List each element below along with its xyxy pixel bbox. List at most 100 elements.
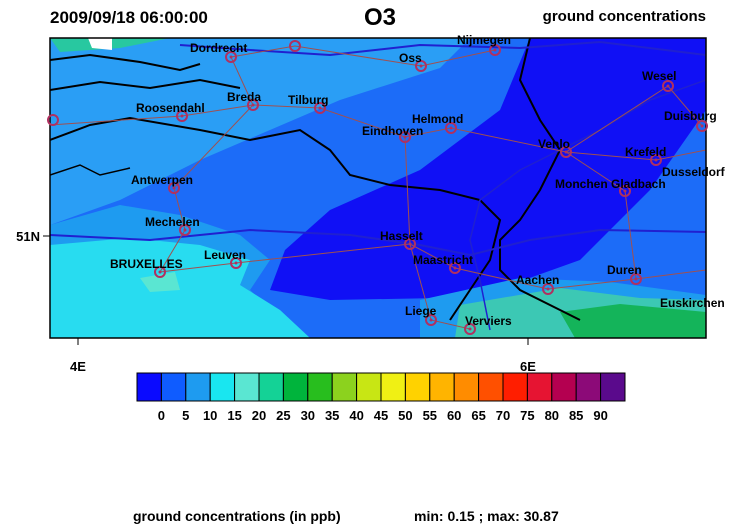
city-label: Hasselt xyxy=(380,229,423,243)
city-label: Helmond xyxy=(412,112,463,126)
subtitle: ground concentrations xyxy=(543,8,706,25)
city-marker xyxy=(225,51,237,63)
colorbar-label: 5 xyxy=(182,408,189,423)
city-label: Antwerpen xyxy=(131,173,193,187)
city-marker xyxy=(404,238,416,250)
city-dot xyxy=(180,114,184,118)
colorbar-label: 45 xyxy=(374,408,388,423)
city-dot xyxy=(493,48,497,52)
colorbar-label: 85 xyxy=(569,408,583,423)
city-marker xyxy=(489,44,501,56)
city-dot xyxy=(158,270,162,274)
city-dot xyxy=(700,124,704,128)
colorbar-swatch xyxy=(526,372,553,402)
city-dot xyxy=(546,287,550,291)
colorbar-label: 10 xyxy=(203,408,217,423)
city-label: Wesel xyxy=(642,69,676,83)
colorbar-swatch xyxy=(282,372,309,402)
colorbar-label: 0 xyxy=(158,408,165,423)
colorbar-swatch xyxy=(453,372,480,402)
city-label: Venlo xyxy=(538,137,570,151)
city-marker xyxy=(662,80,674,92)
city-dot xyxy=(468,327,472,331)
city-dot xyxy=(564,150,568,154)
colorbar-swatch xyxy=(502,372,528,402)
colorbar-swatch xyxy=(307,372,333,402)
colorbar-label: 50 xyxy=(398,408,412,423)
title: O3 xyxy=(364,4,396,31)
colorbar-label: 75 xyxy=(520,408,534,423)
city-marker xyxy=(650,154,662,166)
city-dot xyxy=(172,186,176,190)
city-marker xyxy=(560,146,572,158)
colorbar-label: 90 xyxy=(593,408,607,423)
city-label: Aachen xyxy=(516,273,559,287)
city-marker xyxy=(415,60,427,72)
cities: Dordrecht Nijmegen Oss Wesel Roosendahl Breda… xyxy=(47,33,726,335)
city-marker xyxy=(289,40,301,52)
colorbar-label: 55 xyxy=(423,408,437,423)
city-label: Liege xyxy=(405,304,437,318)
colorbar-swatch xyxy=(136,372,162,402)
colorbar-swatch xyxy=(551,372,577,402)
city-dot xyxy=(318,106,322,110)
x-label: 4E xyxy=(70,359,86,374)
city-marker xyxy=(445,122,457,134)
city-label: Monchen Gladbach xyxy=(555,177,666,191)
city-label: Duisburg xyxy=(664,109,717,123)
map-frame xyxy=(49,37,707,339)
footer-units: ground concentrations (in ppb) xyxy=(133,508,341,524)
city-dot xyxy=(251,103,255,107)
city-label: Oss xyxy=(399,51,422,65)
city-dot xyxy=(229,55,233,59)
colorbar-swatch xyxy=(160,372,187,402)
city-dot xyxy=(183,228,187,232)
colorbar-swatch xyxy=(380,372,406,402)
city-marker xyxy=(314,102,326,114)
city-dot xyxy=(654,158,658,162)
city-label: Verviers xyxy=(465,314,512,328)
colorbar-swatch xyxy=(356,372,382,402)
colorbar-swatch xyxy=(478,372,504,402)
colorbar-label: 60 xyxy=(447,408,461,423)
city-marker xyxy=(464,323,476,335)
city-label: BRUXELLES xyxy=(110,257,183,271)
city-marker xyxy=(399,131,411,143)
date: 2009/09/18 06:00:00 xyxy=(50,8,208,27)
city-dot xyxy=(419,64,423,68)
colorbar-swatch xyxy=(331,372,358,402)
colorbar-swatch xyxy=(600,372,626,402)
colorbar-swatch xyxy=(429,372,455,402)
city-dot xyxy=(403,135,407,139)
city-label: Dordrecht xyxy=(190,41,247,55)
colorbar-swatch xyxy=(234,372,260,402)
colorbar-label: 15 xyxy=(227,408,241,423)
city-dot xyxy=(449,126,453,130)
footer-range: min: 0.15 ; max: 30.87 xyxy=(414,508,559,524)
city-label: Dusseldorf xyxy=(662,165,726,179)
city-dot xyxy=(429,318,433,322)
city-label: Nijmegen xyxy=(457,33,511,47)
city-label: Roosendahl xyxy=(136,101,205,115)
city-marker xyxy=(619,185,631,197)
y-label: 51N xyxy=(16,229,40,244)
colorbar-label: 30 xyxy=(301,408,315,423)
colorbar-swatch xyxy=(185,372,211,402)
x-label: 6E xyxy=(520,359,536,374)
colorbar-label: 40 xyxy=(349,408,363,423)
city-dot xyxy=(634,277,638,281)
city-label: Krefeld xyxy=(625,145,666,159)
city-marker xyxy=(630,273,642,285)
colorbar-label: 25 xyxy=(276,408,290,423)
colorbar-swatch xyxy=(575,372,602,402)
city-label: Leuven xyxy=(204,248,246,262)
city-label: Tilburg xyxy=(288,93,328,107)
city-label: Euskirchen xyxy=(660,296,725,310)
axes: 4E 6E 51N xyxy=(16,229,536,374)
city-label: Maastricht xyxy=(413,253,473,267)
city-label: Breda xyxy=(227,90,261,104)
city-marker xyxy=(247,99,259,111)
colorbar-label: 20 xyxy=(252,408,266,423)
